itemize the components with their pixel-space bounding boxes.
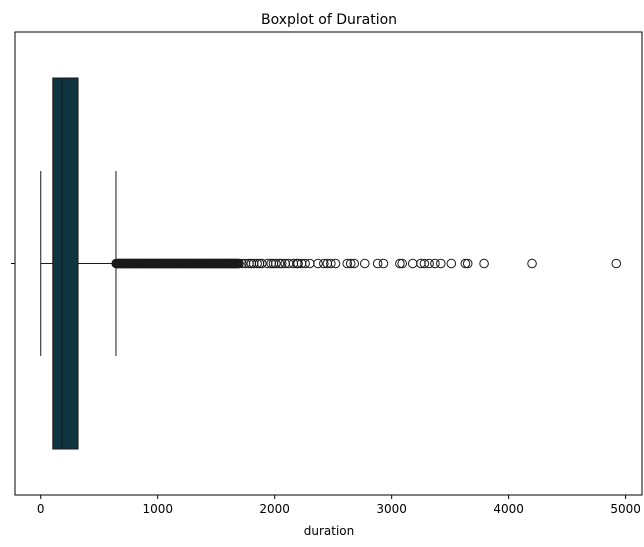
- x-axis-label: duration: [304, 524, 355, 538]
- outlier-point: [319, 258, 329, 269]
- outlier-point: [611, 258, 622, 269]
- x-tick-label: 5000: [610, 502, 641, 516]
- x-tick-label: 2000: [259, 502, 290, 516]
- outlier-point: [527, 258, 537, 269]
- outlier-point: [274, 258, 285, 269]
- outlier-point: [293, 258, 303, 269]
- x-tick-label: 3000: [376, 502, 407, 516]
- x-tick-label: 0: [37, 502, 45, 516]
- outlier-point: [326, 258, 336, 269]
- outlier-point: [397, 258, 407, 269]
- plot-area: [40, 77, 622, 450]
- outlier-point: [300, 258, 310, 269]
- outlier-point: [462, 258, 473, 269]
- outlier-point: [271, 258, 281, 269]
- x-tick-label: 1000: [142, 502, 173, 516]
- outlier-point: [372, 258, 383, 269]
- x-axis: 0 1000 2000 3000 4000 5000: [37, 495, 641, 516]
- outlier-point: [330, 258, 341, 269]
- outlier-point: [460, 258, 471, 269]
- outlier-point: [234, 258, 244, 269]
- iqr-box: [52, 77, 79, 450]
- outlier-point: [252, 258, 262, 269]
- outlier-point: [435, 258, 446, 269]
- chart-title: Boxplot of Duration: [261, 12, 397, 28]
- outlier-point: [276, 258, 287, 269]
- outlier-point: [359, 258, 370, 269]
- outlier-point: [345, 258, 356, 269]
- outlier-point: [446, 258, 457, 269]
- x-tick-label: 4000: [493, 502, 524, 516]
- outlier-point: [313, 258, 323, 269]
- outlier-point: [237, 258, 247, 269]
- outlier-point: [378, 258, 389, 269]
- outlier-point: [395, 258, 405, 269]
- outlier-point: [257, 258, 267, 269]
- outlier-point: [430, 258, 440, 269]
- outlier-point: [424, 258, 434, 269]
- outlier-point: [342, 258, 353, 269]
- outlier-point: [407, 258, 418, 269]
- outlier-point: [349, 258, 360, 269]
- outlier-point: [479, 258, 489, 269]
- outlier-point: [419, 258, 430, 269]
